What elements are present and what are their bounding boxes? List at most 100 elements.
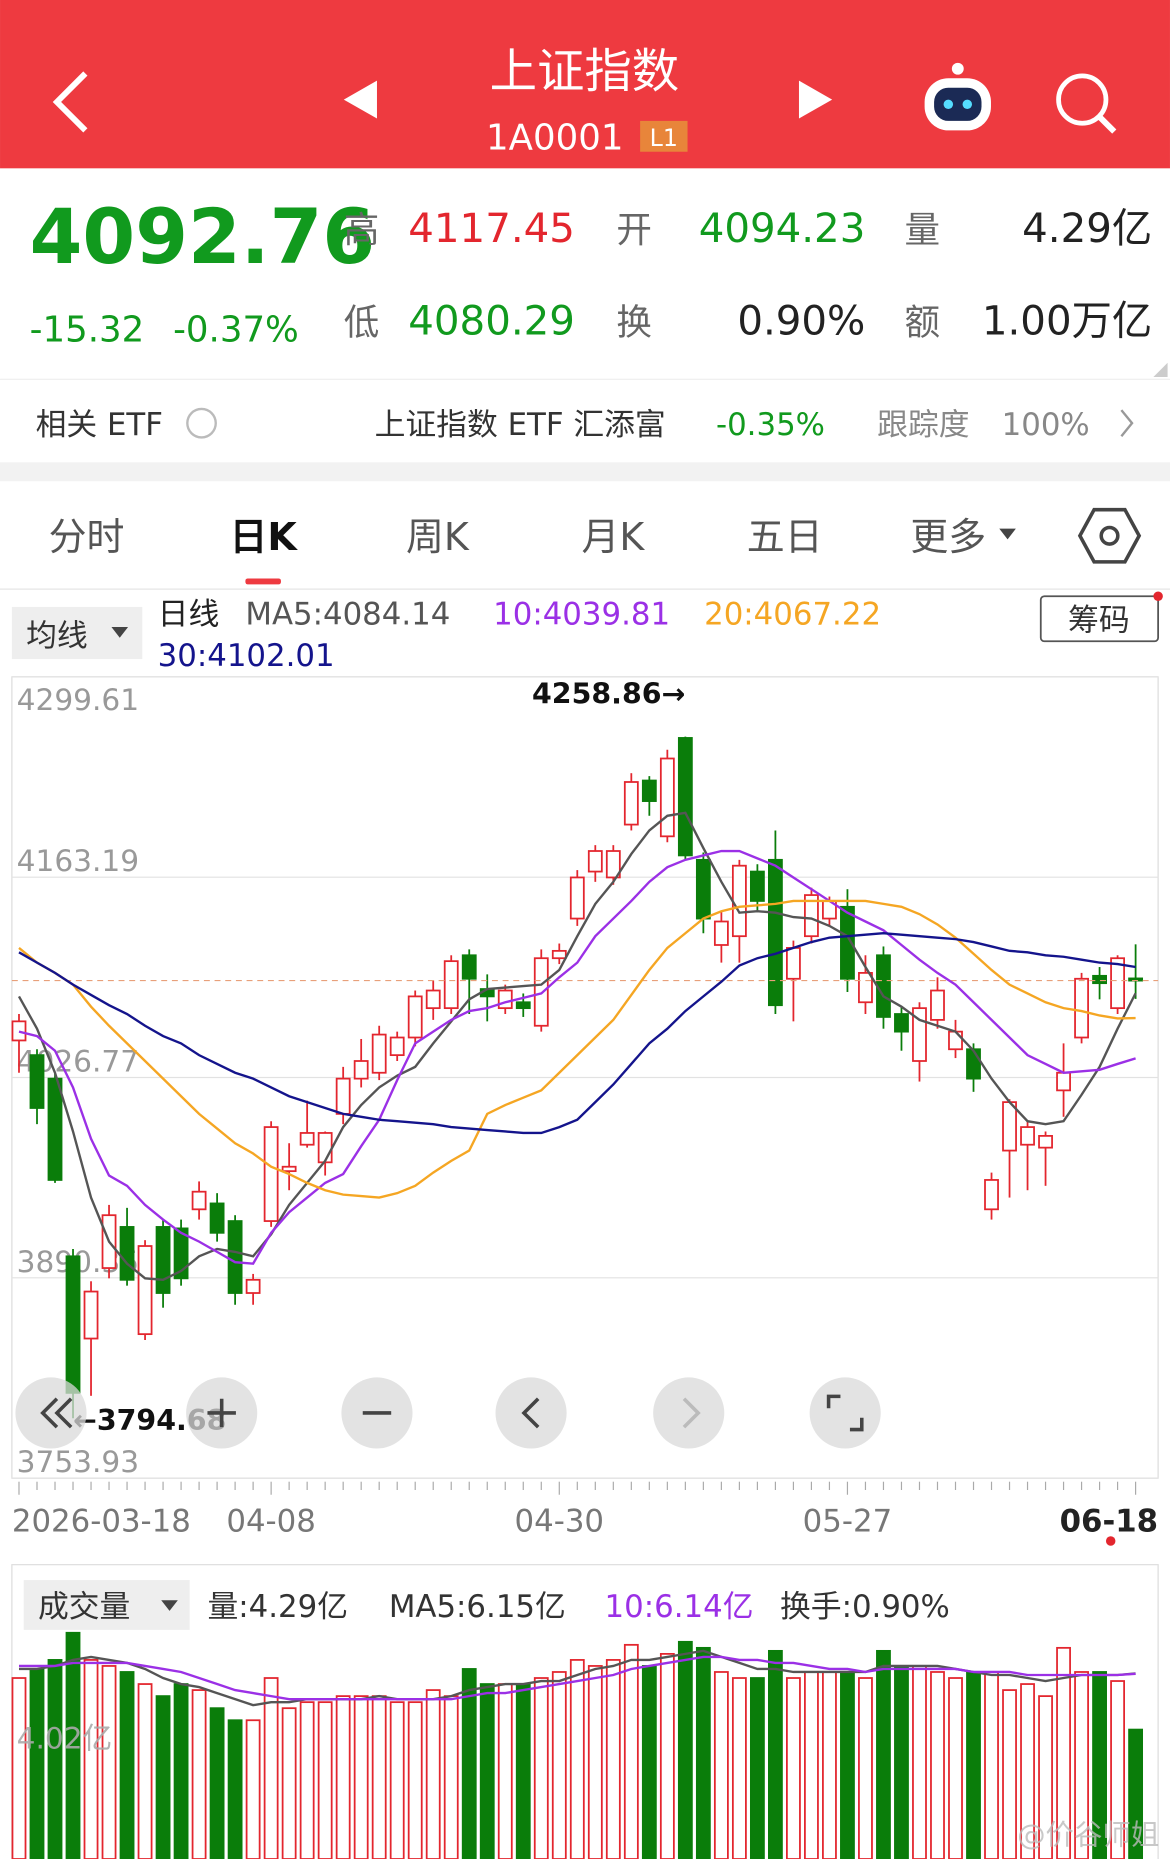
tracking-label: 跟踪度 — [877, 407, 969, 443]
title: 上证指数 — [490, 45, 680, 100]
volume-bar — [894, 1665, 909, 1859]
volume-bar — [83, 1659, 99, 1859]
button-bg — [809, 1377, 881, 1449]
candle-body — [930, 989, 945, 1021]
etf-name: 上证指数 ETF 汇添富 — [375, 407, 666, 443]
candle-body — [353, 1060, 369, 1080]
settings-button[interactable] — [1077, 507, 1142, 564]
ma-line — [18, 899, 1136, 1199]
volume-legend: 换手:0.90% — [780, 1589, 950, 1625]
tab[interactable]: 五日 — [747, 515, 823, 559]
volume-bar — [804, 1671, 819, 1859]
pan-left[interactable] — [495, 1377, 567, 1449]
tab[interactable]: 日K — [230, 515, 299, 559]
search-button[interactable] — [1056, 73, 1117, 134]
candle-body — [227, 1220, 243, 1294]
volume-bar — [317, 1701, 333, 1859]
candle-body — [317, 1132, 333, 1164]
candle-body — [1002, 1101, 1017, 1152]
candle-body — [1020, 1126, 1035, 1146]
candle-body — [515, 1001, 531, 1010]
watermark: @价谷师姐 — [1017, 1818, 1159, 1851]
volume-bar — [822, 1671, 837, 1859]
tab-indicator — [245, 578, 281, 585]
volume-bar — [11, 1677, 27, 1859]
candle-body — [407, 995, 423, 1039]
chip-text: 筹码 — [1068, 603, 1130, 639]
volume-bar — [137, 1683, 153, 1859]
candle-body — [876, 954, 891, 1018]
candle-body — [137, 1245, 153, 1336]
volume-bar — [659, 1652, 675, 1859]
volume-bar — [731, 1677, 747, 1859]
tab[interactable]: 周K — [406, 515, 470, 559]
etf-label: 相关 ETF — [36, 407, 163, 443]
chip-button[interactable]: 筹码 — [1039, 595, 1160, 643]
candle-body — [840, 905, 855, 980]
volume-bar — [930, 1671, 945, 1859]
candle-body — [587, 850, 603, 873]
volume-bar — [119, 1671, 135, 1859]
code: 1A0001 — [486, 117, 623, 158]
volume-bar — [173, 1683, 189, 1859]
tab[interactable]: 分时 — [49, 515, 125, 559]
change-pct: -0.37% — [173, 309, 299, 350]
fullscreen[interactable] — [809, 1377, 881, 1449]
volume-bar — [425, 1689, 441, 1859]
volume-bar — [587, 1665, 603, 1859]
candle-body — [605, 850, 621, 879]
volume-bar — [695, 1646, 711, 1859]
candle-body — [767, 858, 783, 1007]
ma-line — [17, 811, 1137, 1282]
candle-body — [786, 947, 801, 980]
candle-body — [191, 1190, 207, 1211]
candle-body — [263, 1126, 279, 1222]
candle-body — [749, 870, 765, 902]
candle-body — [281, 1165, 297, 1173]
volume-bar — [623, 1643, 639, 1859]
volume-bar — [245, 1719, 261, 1859]
zoom-out[interactable] — [341, 1377, 413, 1449]
volume-bar — [713, 1671, 729, 1859]
volume-legend: 10:6.14亿 — [605, 1589, 754, 1625]
candle-body — [299, 1132, 315, 1146]
tab[interactable]: 月K — [581, 515, 645, 559]
next-button[interactable] — [798, 80, 833, 119]
volume-bar — [335, 1695, 351, 1859]
candle-body — [677, 737, 693, 857]
etf-row[interactable]: 相关 ETF 上证指数 ETF 汇添富 -0.35% 跟踪度 100% — [36, 407, 1134, 443]
volume-bar — [1002, 1689, 1017, 1859]
selector-text: 均线 — [26, 618, 88, 654]
candle-body — [1092, 974, 1107, 985]
volume-bar — [371, 1695, 387, 1859]
x-tick-label: 04-30 — [515, 1503, 605, 1539]
candle-body — [804, 894, 819, 938]
zoom-back[interactable] — [15, 1377, 87, 1449]
candle-body — [1074, 977, 1089, 1039]
volume-selector[interactable]: 成交量 — [23, 1580, 190, 1630]
candle-body — [173, 1227, 189, 1280]
volume-bar — [443, 1695, 459, 1859]
assistant-button[interactable] — [924, 62, 991, 131]
zoom-in[interactable] — [186, 1377, 258, 1449]
tab[interactable]: 更多 — [910, 515, 986, 559]
stat-label: 开 — [616, 210, 652, 251]
volume-bar — [47, 1659, 63, 1859]
volume-legend: 量:4.29亿 — [207, 1589, 348, 1625]
volume-bar — [786, 1677, 801, 1859]
back-button[interactable] — [52, 71, 88, 133]
badge — [640, 120, 688, 152]
candle-body — [984, 1179, 999, 1211]
volume-bar — [101, 1665, 117, 1859]
more-arrow — [999, 528, 1016, 540]
volume-bar — [749, 1677, 765, 1859]
prev-button[interactable] — [343, 80, 377, 119]
ma-selector[interactable]: 均线 — [11, 606, 143, 660]
notice-dot — [1153, 591, 1163, 601]
volume-bar — [858, 1677, 873, 1859]
candle-body — [11, 1020, 27, 1042]
volume-title: 成交量 — [38, 1589, 130, 1625]
pan-right[interactable] — [653, 1377, 725, 1449]
candle-body — [948, 1030, 963, 1051]
candle-body — [1038, 1135, 1053, 1149]
